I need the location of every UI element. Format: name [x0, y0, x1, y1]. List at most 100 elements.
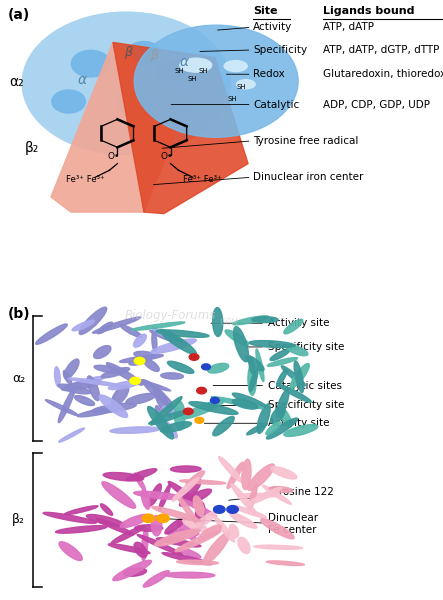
Ellipse shape — [69, 376, 105, 387]
Circle shape — [142, 514, 155, 523]
Ellipse shape — [185, 471, 205, 487]
Text: α₂: α₂ — [12, 372, 25, 385]
Text: Activity site: Activity site — [211, 318, 330, 328]
Circle shape — [134, 358, 145, 364]
Ellipse shape — [77, 407, 119, 417]
Ellipse shape — [137, 535, 183, 556]
Text: Tyrosine 122: Tyrosine 122 — [229, 487, 334, 500]
Ellipse shape — [276, 389, 289, 417]
Ellipse shape — [267, 418, 298, 439]
Text: SH: SH — [199, 68, 209, 74]
Ellipse shape — [111, 385, 129, 406]
Ellipse shape — [152, 328, 168, 338]
Ellipse shape — [160, 329, 196, 355]
Ellipse shape — [233, 326, 249, 362]
Text: Activity site: Activity site — [204, 418, 330, 428]
Circle shape — [116, 92, 154, 118]
Ellipse shape — [230, 513, 257, 528]
Text: SH: SH — [188, 76, 198, 82]
Ellipse shape — [161, 373, 183, 379]
Ellipse shape — [93, 346, 111, 359]
Ellipse shape — [167, 361, 194, 373]
Ellipse shape — [225, 330, 249, 346]
Ellipse shape — [159, 484, 171, 511]
Text: (a): (a) — [8, 8, 30, 22]
Ellipse shape — [133, 334, 146, 347]
Ellipse shape — [152, 506, 200, 521]
Text: Biology-Forums: Biology-Forums — [125, 309, 216, 322]
Ellipse shape — [256, 349, 264, 382]
Ellipse shape — [224, 61, 247, 71]
Ellipse shape — [232, 399, 258, 409]
Ellipse shape — [120, 514, 149, 527]
Ellipse shape — [213, 308, 223, 337]
Ellipse shape — [246, 356, 264, 371]
Ellipse shape — [179, 489, 211, 506]
Ellipse shape — [120, 325, 142, 338]
Ellipse shape — [284, 425, 318, 436]
Ellipse shape — [159, 535, 186, 542]
Ellipse shape — [238, 538, 250, 554]
Ellipse shape — [152, 332, 157, 352]
Text: α₂: α₂ — [9, 75, 24, 89]
Circle shape — [71, 50, 110, 77]
Ellipse shape — [177, 560, 218, 565]
Text: Redox: Redox — [253, 69, 285, 79]
Text: SH: SH — [228, 97, 237, 103]
Ellipse shape — [87, 376, 100, 401]
Ellipse shape — [63, 371, 72, 384]
Ellipse shape — [142, 380, 173, 407]
Ellipse shape — [46, 400, 78, 416]
Ellipse shape — [93, 317, 141, 333]
Ellipse shape — [151, 339, 196, 353]
Ellipse shape — [266, 422, 280, 434]
Ellipse shape — [249, 369, 258, 392]
Text: SH: SH — [175, 68, 184, 74]
Ellipse shape — [237, 80, 255, 89]
Ellipse shape — [219, 457, 242, 482]
Circle shape — [156, 61, 185, 81]
Ellipse shape — [150, 331, 174, 342]
Ellipse shape — [198, 525, 221, 541]
Text: ADP, CDP, GDP, UDP: ADP, CDP, GDP, UDP — [323, 100, 431, 110]
Ellipse shape — [182, 400, 225, 419]
Text: ATP, dATP, dGTP, dTTP: ATP, dATP, dGTP, dTTP — [323, 45, 440, 55]
Ellipse shape — [43, 512, 96, 523]
Ellipse shape — [290, 364, 309, 388]
Circle shape — [52, 90, 85, 113]
Circle shape — [202, 364, 210, 370]
Ellipse shape — [247, 487, 282, 505]
Ellipse shape — [257, 404, 270, 433]
Ellipse shape — [143, 359, 159, 371]
Ellipse shape — [227, 462, 243, 488]
Ellipse shape — [58, 384, 90, 394]
Text: Specificity site: Specificity site — [246, 342, 344, 352]
Ellipse shape — [156, 330, 209, 337]
Ellipse shape — [229, 524, 239, 538]
Ellipse shape — [108, 544, 150, 554]
Ellipse shape — [163, 406, 185, 416]
Circle shape — [210, 397, 219, 403]
Ellipse shape — [151, 397, 182, 425]
Ellipse shape — [101, 368, 129, 378]
Ellipse shape — [262, 485, 291, 504]
Ellipse shape — [64, 359, 79, 379]
Ellipse shape — [113, 560, 152, 581]
Ellipse shape — [281, 366, 305, 386]
Ellipse shape — [167, 530, 199, 537]
Text: β₂: β₂ — [25, 142, 39, 155]
Ellipse shape — [65, 506, 98, 515]
Ellipse shape — [102, 482, 136, 508]
Text: β: β — [124, 46, 132, 59]
Circle shape — [227, 506, 238, 513]
Ellipse shape — [149, 411, 187, 424]
Circle shape — [134, 25, 298, 137]
Ellipse shape — [134, 491, 183, 499]
Circle shape — [197, 388, 206, 394]
Ellipse shape — [157, 416, 177, 438]
Ellipse shape — [106, 363, 143, 385]
Ellipse shape — [96, 518, 133, 535]
Text: O•: O• — [161, 152, 173, 161]
Ellipse shape — [126, 394, 155, 404]
Ellipse shape — [242, 459, 251, 490]
